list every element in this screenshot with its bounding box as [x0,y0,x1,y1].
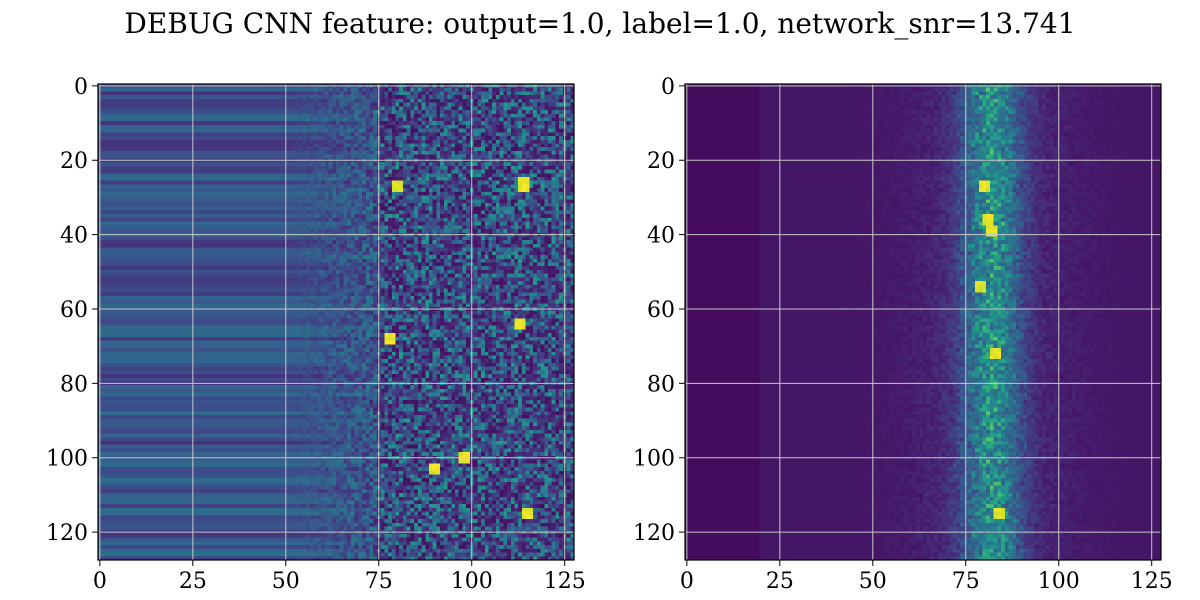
y-tick-label: 20 [647,149,675,174]
x-tick-label: 25 [766,569,794,594]
x-tick-label: 100 [451,569,493,594]
x-tick-label: 125 [1131,569,1173,594]
x-tick-label: 0 [680,569,694,594]
heatmap-image [98,84,574,560]
axes-frame [684,83,1162,561]
figure-title: DEBUG CNN feature: output=1.0, label=1.0… [124,7,1076,40]
x-tick-label: 25 [179,569,207,594]
y-tick-label: 0 [661,75,675,100]
heatmap-image [685,84,1161,560]
y-tick-label: 80 [60,372,88,397]
y-tick-label: 120 [46,521,88,546]
y-tick-label: 20 [60,149,88,174]
x-tick-label: 75 [365,569,393,594]
y-tick-label: 40 [647,224,675,249]
x-tick-label: 75 [952,569,980,594]
x-tick-label: 100 [1038,569,1080,594]
y-tick-label: 100 [633,447,675,472]
y-tick-label: 120 [633,521,675,546]
y-tick-label: 0 [74,75,88,100]
y-tick-label: 60 [60,298,88,323]
y-tick-label: 40 [60,224,88,249]
x-tick-label: 50 [859,569,887,594]
y-tick-label: 60 [647,298,675,323]
x-tick-label: 125 [544,569,586,594]
axes-frame [97,83,575,561]
heatmap-panel-left: 0 25 50 75 100 125 0 20 40 60 80 100 120 [46,75,586,594]
heatmap-panel-right: 0 25 50 75 100 125 0 20 40 60 80 100 120 [633,75,1173,594]
y-tick-label: 80 [647,372,675,397]
x-tick-label: 0 [93,569,107,594]
x-tick-label: 50 [272,569,300,594]
y-tick-label: 100 [46,447,88,472]
